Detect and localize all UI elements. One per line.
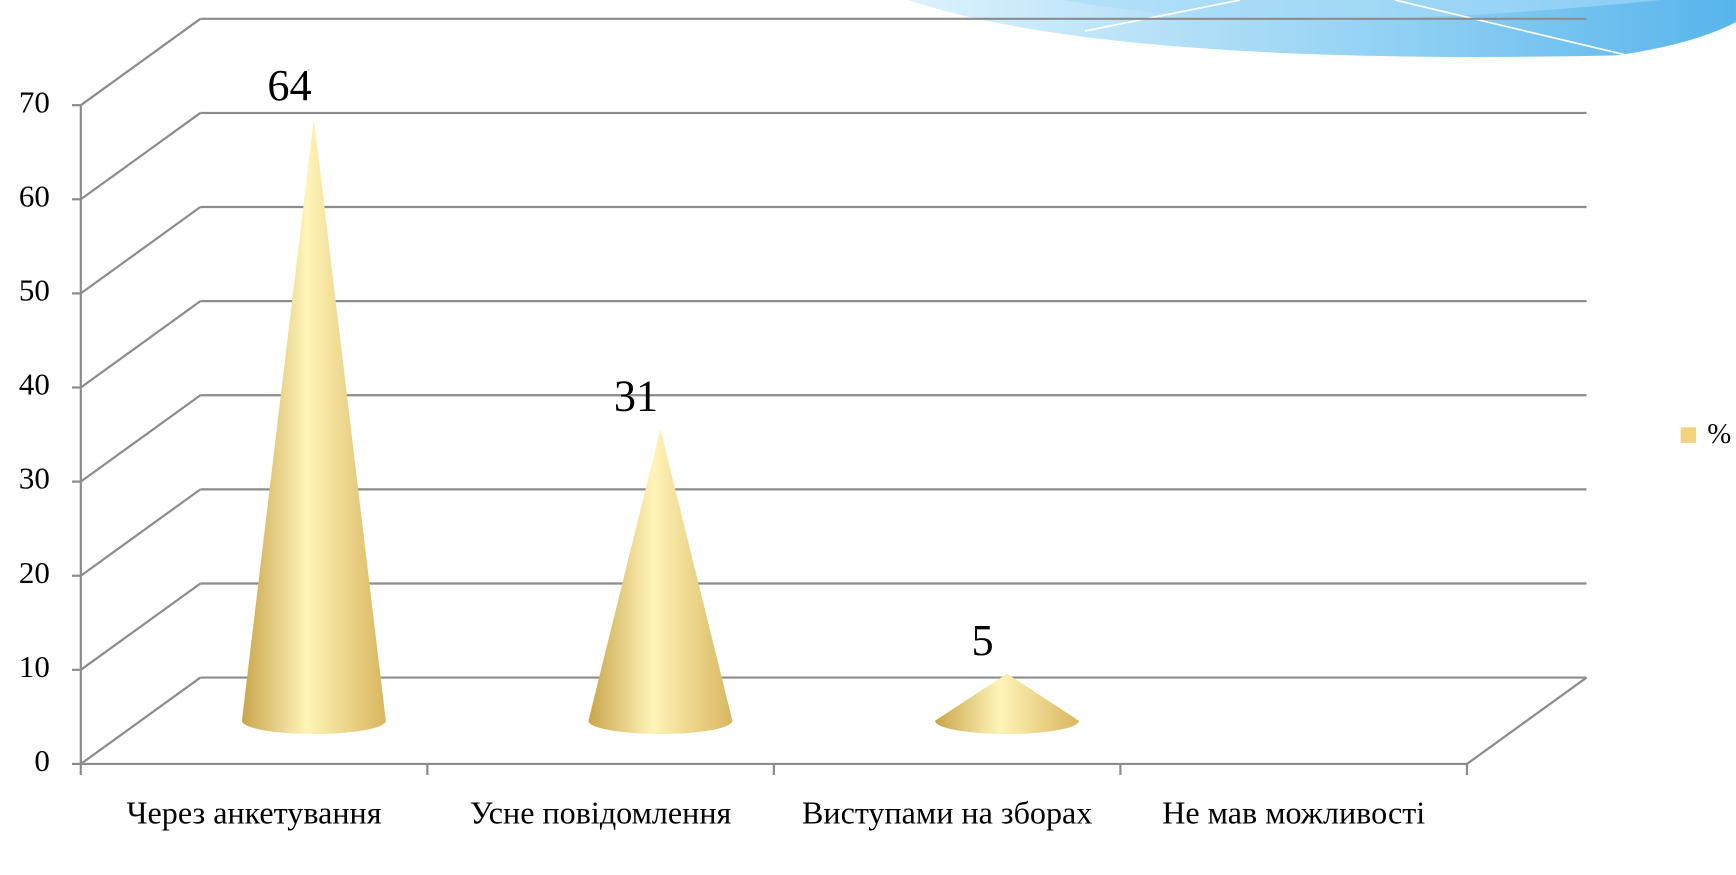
grid-line — [80, 582, 202, 671]
legend-swatch — [1680, 427, 1697, 443]
grid-line — [80, 112, 202, 201]
cone — [241, 118, 386, 735]
grid-line — [80, 300, 202, 389]
grid-line — [80, 17, 202, 107]
floor-edge — [1466, 676, 1588, 765]
grid-line — [80, 676, 202, 765]
y-tick-label: 30 — [19, 461, 50, 496]
legend-label: % — [1707, 418, 1731, 450]
x-tick-label: Не мав можливості — [1162, 796, 1426, 832]
grid-line — [80, 394, 202, 483]
decoration — [907, 0, 1736, 57]
data-label: 5 — [972, 616, 994, 665]
y-tick-label: 10 — [19, 649, 50, 684]
grid: 0 10 20 30 40 50 60 70 — [19, 17, 1588, 778]
cone — [588, 429, 733, 735]
y-tick-label: 40 — [19, 367, 50, 402]
series: 64 31 5 — [241, 61, 1079, 735]
x-tick-label: Через анкетування — [126, 796, 382, 832]
grid-line — [80, 206, 202, 295]
y-tick-label: 20 — [19, 555, 50, 590]
grid-line — [80, 488, 202, 577]
x-tick-label: Виступами на зборах — [801, 796, 1093, 832]
x-tick-label: Усне повідомлення — [469, 796, 732, 832]
cone — [934, 673, 1079, 735]
y-tick-label: 70 — [19, 84, 50, 119]
y-tick-label: 0 — [34, 743, 50, 778]
data-label: 64 — [267, 61, 311, 110]
y-tick-label: 60 — [19, 178, 50, 213]
y-tick-label: 50 — [19, 273, 50, 308]
data-label: 31 — [614, 371, 658, 420]
